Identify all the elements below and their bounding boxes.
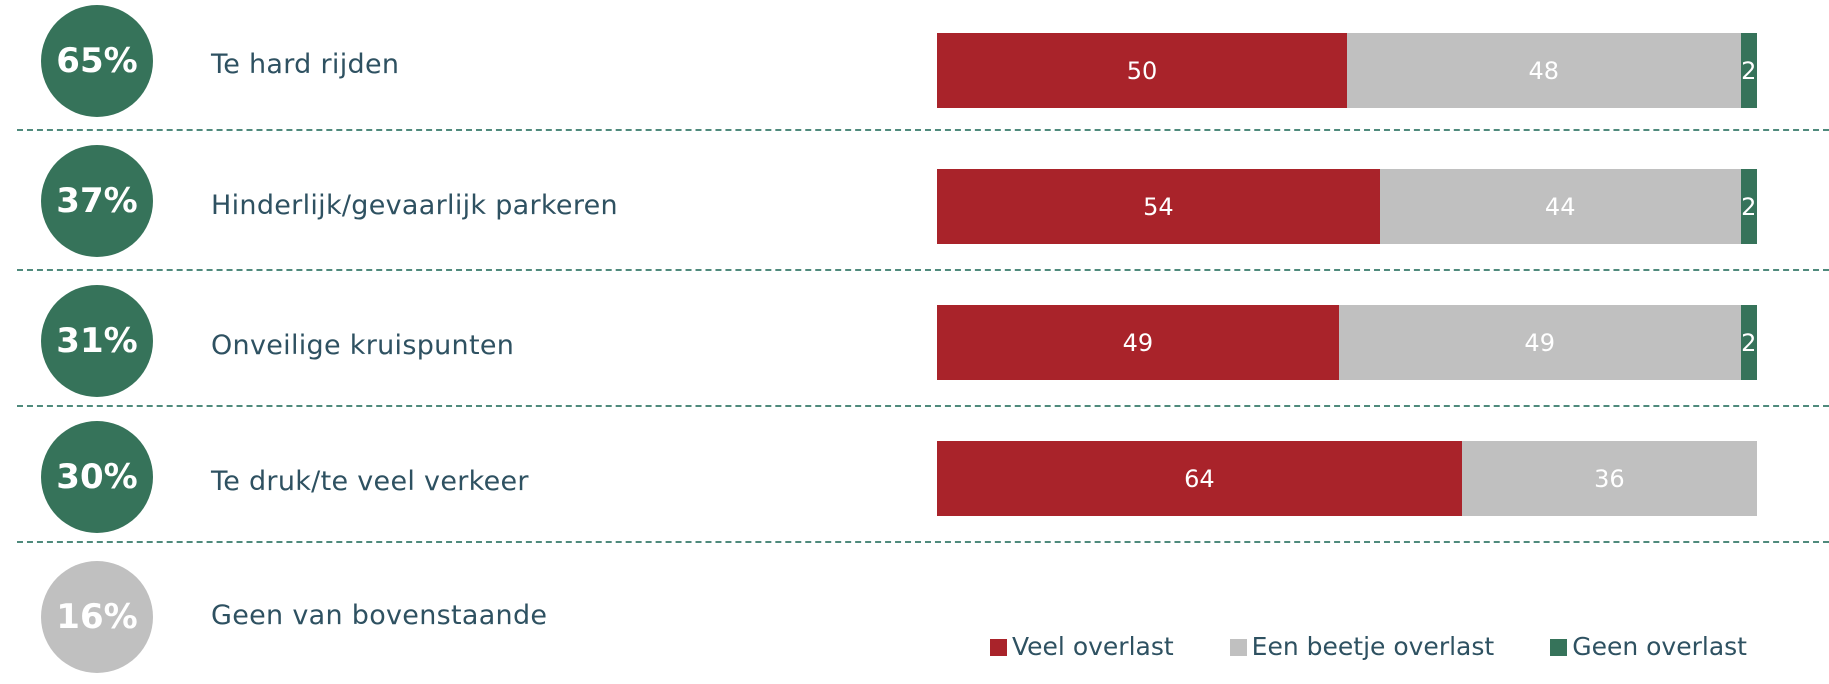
row-divider — [17, 405, 1829, 407]
legend-label-veel: Veel overlast — [1012, 632, 1174, 661]
data-label: 49 — [1123, 329, 1154, 357]
row-label: Onveilige kruispunten — [211, 330, 514, 361]
row-5: 16% Geen van bovenstaande — [0, 548, 1829, 684]
stacked-bar: 64360 — [937, 441, 1757, 516]
bar-segment: 2 — [1741, 33, 1757, 108]
row-1: 65% Te hard rijden 50 48 2 — [0, 0, 1829, 136]
data-label: 44 — [1545, 193, 1576, 221]
data-label: 64 — [1184, 465, 1215, 493]
percentage-badge: 37% — [41, 145, 153, 257]
percentage-badge: 65% — [41, 5, 153, 117]
bar-segment: 36 — [1462, 441, 1757, 516]
legend: Veel overlast Een beetje overlast Geen o… — [990, 632, 1803, 661]
row-4: 30%Te druk/te veel verkeer64360 — [0, 412, 1829, 548]
bar-segment: 48 — [1347, 33, 1741, 108]
row-label: Geen van bovenstaande — [211, 600, 547, 631]
row-label: Te druk/te veel verkeer — [211, 466, 529, 497]
percentage-badge: 16% — [41, 561, 153, 673]
row-2: 37% Hinderlijk/gevaarlijk parkeren 54 44 2 — [0, 140, 1829, 276]
legend-item-geen: Geen overlast — [1550, 632, 1747, 661]
row-divider — [17, 541, 1829, 543]
stacked-bar: 49 49 2 — [937, 305, 1757, 380]
legend-item-veel: Veel overlast — [990, 632, 1174, 661]
bar-segment: 49 — [1339, 305, 1741, 380]
data-label: 50 — [1127, 57, 1158, 85]
data-label: 48 — [1529, 57, 1560, 85]
legend-label-beetje: Een beetje overlast — [1252, 632, 1495, 661]
data-label: 2 — [1741, 57, 1756, 85]
legend-label-geen: Geen overlast — [1572, 632, 1747, 661]
row-label: Te hard rijden — [211, 49, 399, 80]
bar-segment: 64 — [937, 441, 1462, 516]
legend-swatch-veel — [990, 639, 1007, 656]
bar-segment: 50 — [937, 33, 1347, 108]
stacked-bar: 54 44 2 — [937, 169, 1757, 244]
legend-swatch-beetje — [1230, 639, 1247, 656]
data-label: 54 — [1143, 193, 1174, 221]
legend-swatch-geen — [1550, 639, 1567, 656]
bar-segment: 49 — [937, 305, 1339, 380]
row-divider — [17, 129, 1829, 131]
stacked-bar: 50 48 2 — [937, 33, 1757, 108]
data-label: 49 — [1524, 329, 1555, 357]
data-label: 36 — [1594, 465, 1625, 493]
data-label: 2 — [1741, 193, 1756, 221]
bar-segment: 44 — [1380, 169, 1741, 244]
percentage-badge: 30% — [41, 421, 153, 533]
percentage-badge: 31% — [41, 285, 153, 397]
bar-segment: 2 — [1741, 305, 1757, 380]
bar-segment: 54 — [937, 169, 1380, 244]
row-label: Hinderlijk/gevaarlijk parkeren — [211, 190, 618, 221]
legend-item-beetje: Een beetje overlast — [1230, 632, 1495, 661]
bar-segment: 2 — [1741, 169, 1757, 244]
row-divider — [17, 269, 1829, 271]
data-label: 2 — [1741, 329, 1756, 357]
row-3: 31% Onveilige kruispunten 49 49 2 — [0, 276, 1829, 412]
